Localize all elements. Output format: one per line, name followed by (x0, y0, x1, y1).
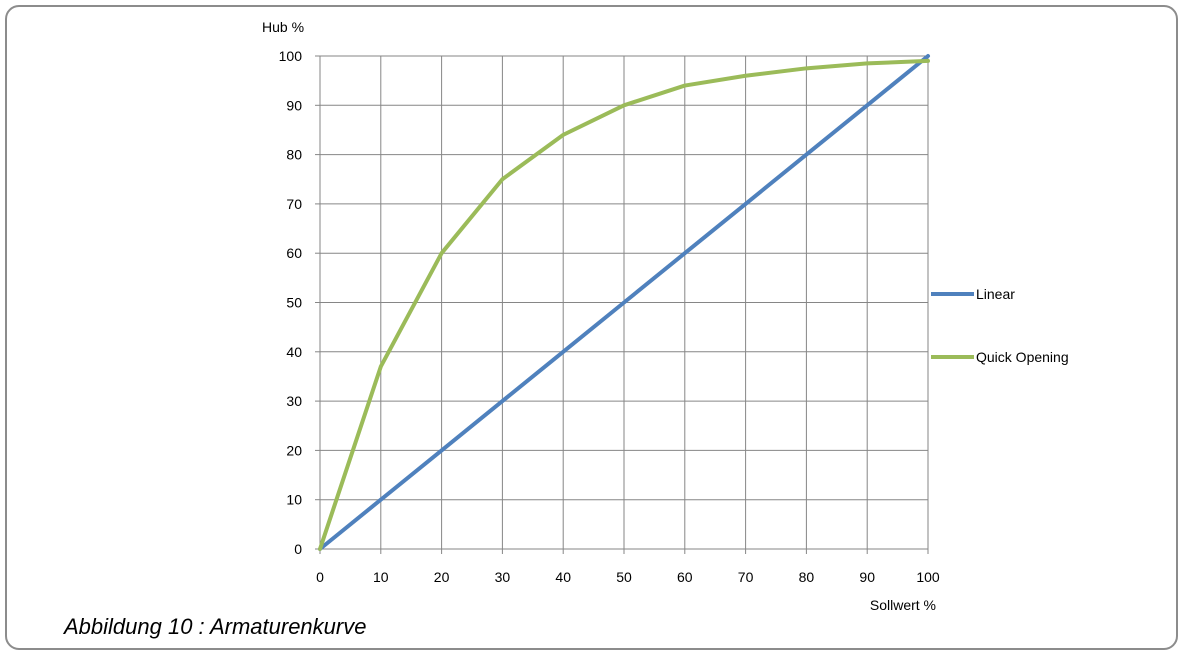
grid (320, 55, 929, 549)
figure-caption: Abbildung 10 : Armaturenkurve (64, 614, 367, 639)
y-tick-labels: 0 10 20 30 40 50 60 70 80 90 100 (279, 48, 303, 557)
y-tick-label: 50 (286, 295, 302, 311)
x-tick-labels: 0 10 20 30 40 50 60 70 80 90 100 (316, 569, 940, 585)
legend-label: Quick Opening (976, 349, 1069, 365)
y-tick-label: 70 (286, 196, 302, 212)
x-tick-label: 90 (859, 569, 875, 585)
legend: Linear Quick Opening (931, 286, 1069, 365)
y-tick-label: 90 (286, 97, 302, 113)
y-tick-label: 100 (279, 48, 303, 64)
x-tick-label: 70 (738, 569, 754, 585)
legend-label: Linear (976, 286, 1015, 302)
series-line-quick-opening (318, 58, 930, 551)
axes (315, 55, 929, 554)
series-line-linear (318, 54, 930, 551)
x-tick-label: 20 (434, 569, 450, 585)
y-tick-label: 30 (286, 393, 302, 409)
series-lines (318, 54, 930, 551)
x-tick-label: 10 (373, 569, 389, 585)
y-tick-label: 0 (294, 541, 302, 557)
x-tick-label: 60 (677, 569, 693, 585)
y-axis-label: Hub % (262, 19, 304, 35)
x-tick-label: 100 (916, 569, 940, 585)
x-tick-label: 50 (616, 569, 632, 585)
y-tick-label: 80 (286, 147, 302, 163)
x-tick-label: 80 (799, 569, 815, 585)
y-tick-label: 40 (286, 344, 302, 360)
x-axis-label: Sollwert % (870, 597, 936, 613)
y-tick-label: 60 (286, 245, 302, 261)
x-tick-label: 30 (495, 569, 511, 585)
y-tick-label: 20 (286, 442, 302, 458)
x-tick-label: 40 (555, 569, 571, 585)
y-tick-label: 10 (286, 492, 302, 508)
x-tick-label: 0 (316, 569, 324, 585)
